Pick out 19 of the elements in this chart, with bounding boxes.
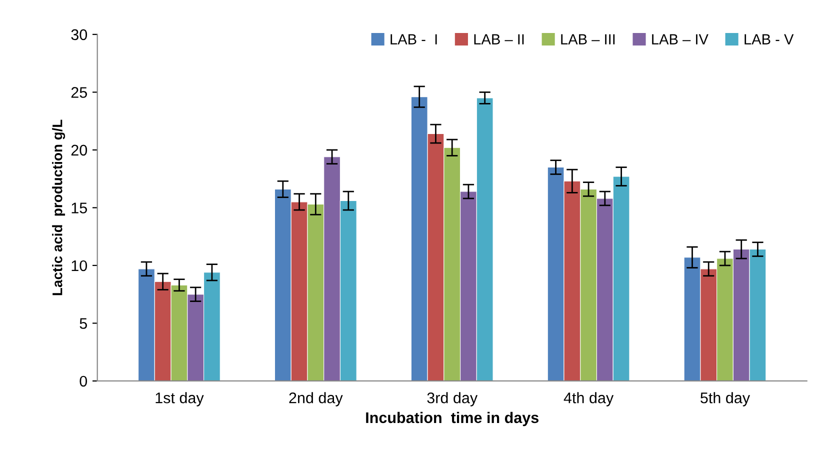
x-tick-label: 5th day: [700, 392, 750, 406]
y-tick-label: 0: [80, 376, 88, 387]
legend-label: LAB – III: [561, 34, 615, 44]
x-tick-label: 3rd day: [427, 392, 478, 406]
legend-label: LAB – II: [474, 34, 524, 44]
x-axis-title: Incubation time in days: [366, 412, 538, 426]
y-tick-label: 20: [71, 144, 88, 156]
legend-label: LAB - V: [744, 34, 794, 44]
x-tick-label: 1st day: [156, 392, 204, 406]
y-tick-label: 15: [72, 202, 87, 214]
y-tick-label: 5: [80, 318, 87, 329]
x-tick-label: 2nd day: [289, 392, 343, 406]
legend-label: LAB - I: [390, 34, 437, 44]
y-tick-label: 10: [72, 260, 88, 272]
y-tick-label: 30: [71, 29, 88, 40]
x-tick-label: 4th day: [564, 392, 614, 406]
y-tick-label: 25: [71, 87, 87, 98]
legend-label: LAB – IV: [652, 34, 708, 44]
y-axis-title: Lactic acid production g/L: [52, 120, 66, 296]
